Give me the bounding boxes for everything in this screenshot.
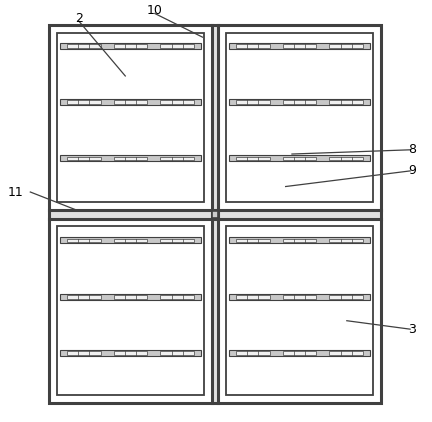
Bar [60,350,200,356]
Bar [57,226,204,395]
Bar [329,157,363,160]
Bar [49,25,381,403]
Bar [60,43,200,49]
Bar [60,155,200,161]
Bar [60,294,200,300]
Bar [212,25,218,403]
Text: 10: 10 [147,4,163,17]
Bar [160,351,194,355]
Text: 3: 3 [408,323,416,335]
Bar [283,238,316,242]
Bar [67,157,101,160]
Bar [67,100,101,104]
Bar [114,238,147,242]
Bar [57,33,204,202]
Bar [236,351,270,355]
Bar [329,351,363,355]
Bar [229,155,370,161]
Bar [67,44,101,48]
Bar [236,44,270,48]
Bar [67,351,101,355]
Bar [329,238,363,242]
Text: 2: 2 [75,13,83,25]
Bar [229,99,370,105]
Bar [160,100,194,104]
Bar [226,226,373,395]
Bar [60,238,200,243]
Bar [114,295,147,299]
Bar [160,44,194,48]
Bar [283,44,316,48]
Bar [283,100,316,104]
Bar [236,238,270,242]
Text: 11: 11 [8,186,23,198]
Bar [283,351,316,355]
Bar [329,295,363,299]
Bar [49,210,381,219]
Bar [229,294,370,300]
Bar [229,350,370,356]
Bar [67,238,101,242]
Bar [114,44,147,48]
Bar [114,100,147,104]
Bar [283,295,316,299]
Bar [329,44,363,48]
Bar [160,238,194,242]
Bar [114,351,147,355]
Bar [226,33,373,202]
Bar [160,295,194,299]
Bar [160,157,194,160]
Bar [236,157,270,160]
Text: 9: 9 [408,165,416,177]
Bar [60,99,200,105]
Bar [212,211,218,218]
Bar [229,238,370,243]
Bar [236,295,270,299]
Bar [67,295,101,299]
Bar [283,157,316,160]
Bar [329,100,363,104]
Bar [229,43,370,49]
Bar [114,157,147,160]
Text: 8: 8 [408,143,416,156]
Bar [236,100,270,104]
